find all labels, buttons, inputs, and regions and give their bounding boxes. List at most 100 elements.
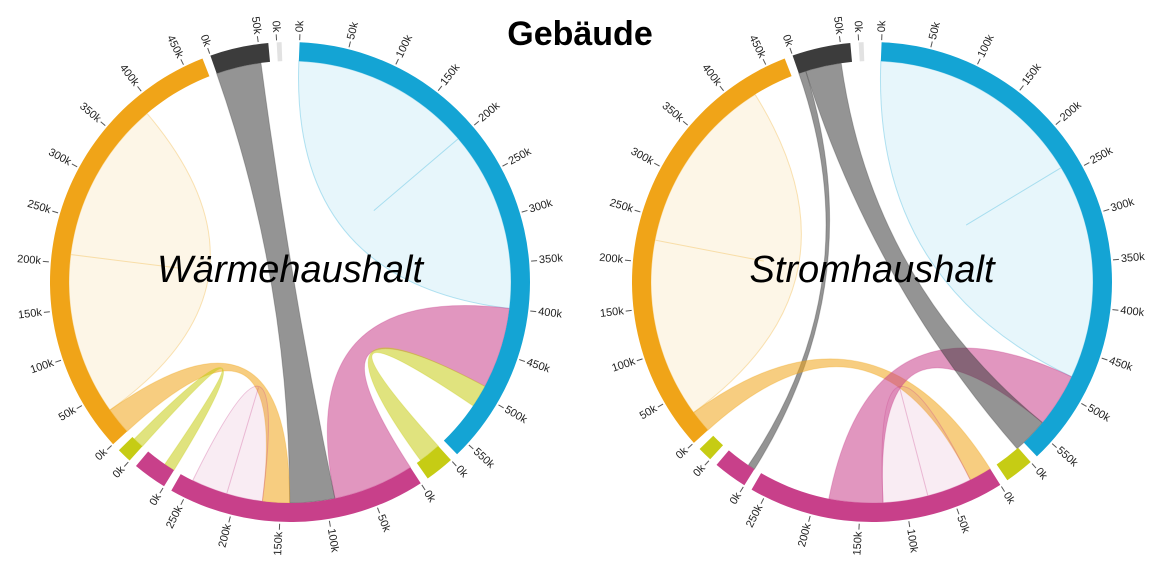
tick-label: 350k bbox=[539, 252, 564, 266]
tick-mark bbox=[1055, 120, 1061, 125]
tick-label: 500k bbox=[502, 404, 529, 427]
tick-label: 450k bbox=[525, 356, 552, 375]
group-arc bbox=[49, 58, 210, 445]
group-arc bbox=[699, 435, 724, 460]
chord-ribbon bbox=[326, 305, 510, 499]
tick-mark bbox=[71, 163, 78, 168]
tick-mark bbox=[498, 404, 504, 409]
tick-mark bbox=[636, 358, 643, 362]
tick-label: 0k bbox=[876, 20, 888, 33]
tick-mark bbox=[180, 59, 184, 65]
tick-label: 400k bbox=[699, 62, 723, 89]
tick-mark bbox=[808, 515, 811, 522]
tick-mark bbox=[228, 516, 231, 523]
tick-label: 450k bbox=[164, 33, 185, 60]
tick-label: 0k bbox=[198, 33, 213, 48]
chord-ribbon bbox=[298, 60, 512, 309]
group-arc bbox=[135, 451, 175, 487]
tick-mark bbox=[789, 47, 793, 54]
chord-ribbon bbox=[692, 358, 991, 481]
tick-mark bbox=[625, 309, 632, 312]
page-title: Gebäude bbox=[507, 15, 652, 53]
group-arc bbox=[298, 42, 530, 455]
tick-mark bbox=[1112, 309, 1119, 311]
chord-ribbon bbox=[192, 385, 269, 502]
tick-label: 0k bbox=[780, 33, 795, 48]
tick-label: 0k bbox=[270, 20, 283, 33]
tick-mark bbox=[760, 498, 765, 504]
tick-label: 200k bbox=[796, 522, 814, 549]
tick-mark bbox=[930, 41, 933, 48]
tick-label: 200k bbox=[599, 252, 624, 266]
tick-label: 400k bbox=[1120, 304, 1146, 319]
tick-mark bbox=[531, 260, 538, 262]
group-arc bbox=[118, 436, 143, 461]
tick-mark bbox=[328, 520, 331, 527]
tick-mark bbox=[977, 58, 981, 65]
tick-label: 50k bbox=[638, 403, 660, 423]
chord-diagram: 0k 50k100k150k200k250k300k350k400k450k500… bbox=[17, 16, 564, 556]
tick-mark bbox=[502, 162, 508, 167]
group-arc bbox=[632, 58, 792, 443]
chord-ribbon bbox=[828, 347, 1073, 504]
tick-label: 0k bbox=[674, 445, 691, 462]
tick-mark bbox=[395, 58, 399, 65]
group-arc bbox=[880, 42, 1113, 457]
tick-mark bbox=[1081, 402, 1087, 407]
tick-label: 300k bbox=[629, 146, 656, 168]
tick-label: 250k bbox=[507, 145, 534, 167]
tick-mark bbox=[159, 487, 164, 494]
tick-label: 150k bbox=[1020, 61, 1044, 88]
tick-label: 350k bbox=[77, 100, 103, 125]
tick-mark bbox=[348, 41, 351, 48]
group-arc bbox=[751, 468, 1001, 522]
tick-label: 200k bbox=[1058, 99, 1084, 124]
tick-label: 0k bbox=[421, 488, 438, 505]
tick-mark bbox=[1083, 162, 1090, 166]
tick-mark bbox=[52, 210, 59, 214]
tick-mark bbox=[624, 259, 631, 262]
group-arc bbox=[858, 42, 865, 62]
tick-mark bbox=[1019, 85, 1024, 91]
tick-label: 250k bbox=[164, 503, 185, 530]
tick-label: 50k bbox=[375, 513, 393, 534]
tick-mark bbox=[687, 443, 693, 449]
tick-mark bbox=[451, 461, 457, 467]
tick-label: 100k bbox=[325, 528, 341, 554]
tick-mark bbox=[521, 209, 528, 213]
tick-mark bbox=[739, 486, 744, 493]
tick-mark bbox=[908, 521, 911, 528]
tick-label: 50k bbox=[954, 514, 972, 535]
tick-label: 50k bbox=[831, 16, 845, 36]
group-arc bbox=[171, 467, 421, 523]
tick-mark bbox=[76, 405, 83, 410]
tick-mark bbox=[657, 403, 664, 408]
tick-mark bbox=[719, 85, 724, 92]
tick-mark bbox=[473, 120, 480, 126]
tick-label: 150k bbox=[851, 531, 864, 556]
tick-mark bbox=[519, 359, 526, 362]
tick-label: 200k bbox=[217, 522, 235, 549]
tick-mark bbox=[762, 58, 767, 65]
tick-label: 550k bbox=[471, 446, 497, 471]
tick-label: 150k bbox=[438, 61, 462, 88]
tick-mark bbox=[137, 86, 142, 92]
tick-label: 550k bbox=[1054, 444, 1080, 469]
tick-mark bbox=[468, 444, 474, 450]
tick-label: 400k bbox=[117, 62, 141, 89]
tick-label: 250k bbox=[1088, 144, 1115, 166]
tick-label: 50k bbox=[345, 20, 361, 41]
tick-mark bbox=[43, 311, 50, 313]
tick-label: 250k bbox=[744, 502, 766, 529]
tick-label: 100k bbox=[29, 357, 56, 376]
chord-diagram: 0k 50k100k150k200k250k300k350k400k450k500… bbox=[599, 16, 1146, 556]
tick-label: 300k bbox=[46, 146, 73, 168]
tick-label: 0k bbox=[148, 491, 165, 508]
tick-label: 200k bbox=[476, 99, 502, 124]
tick-label: 50k bbox=[57, 404, 79, 424]
chord-ribbon bbox=[650, 93, 802, 414]
tick-label: 350k bbox=[660, 100, 686, 125]
tick-label: 450k bbox=[1107, 355, 1134, 374]
tick-label: 100k bbox=[976, 32, 997, 59]
